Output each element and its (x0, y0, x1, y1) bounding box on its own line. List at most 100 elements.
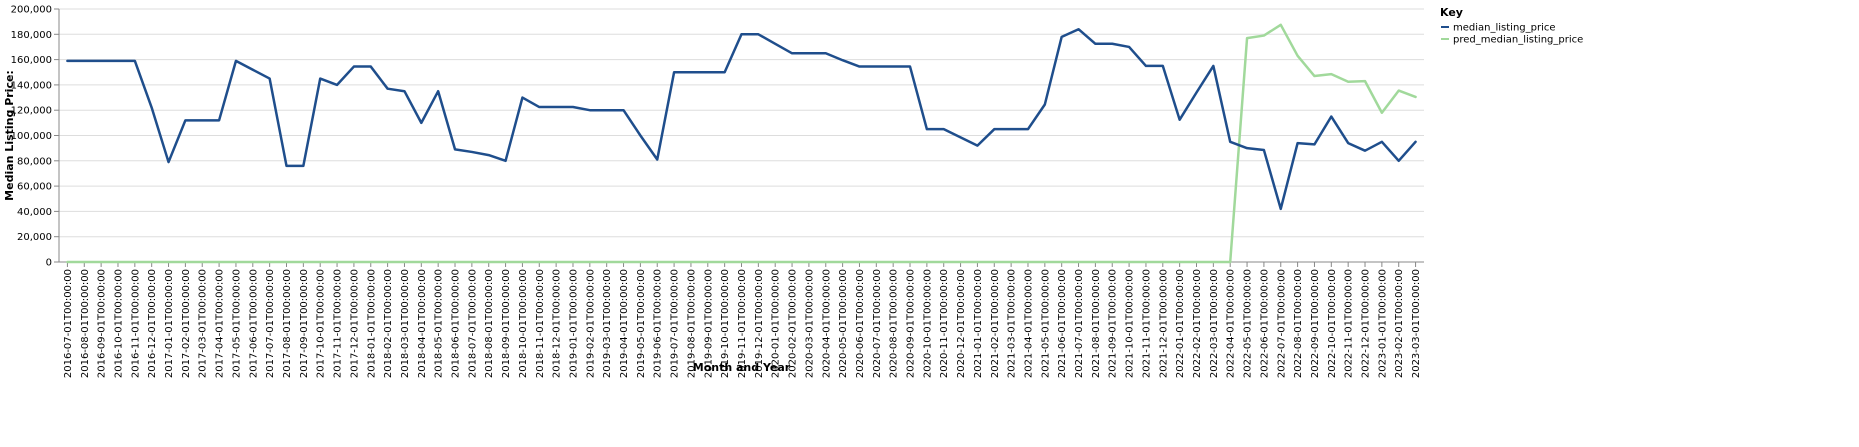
series-line-median-listing-price (66, 27, 1417, 211)
x-tick-label: 2016-09-01T00:00:00 (97, 269, 108, 378)
x-tick-label: 2019-01-01T00:00:00 (568, 269, 579, 378)
x-tick-label: 2018-08-01T00:00:00 (484, 269, 495, 378)
legend-label: median_listing_price (1453, 23, 1556, 34)
x-tick-label: 2018-01-01T00:00:00 (366, 269, 377, 378)
x-tick-label: 2021-03-01T00:00:00 (1007, 269, 1018, 378)
x-tick-label: 2021-10-01T00:00:00 (1125, 269, 1136, 378)
x-tick-label: 2017-12-01T00:00:00 (349, 269, 360, 378)
x-tick-label: 2022-12-01T00:00:00 (1361, 269, 1372, 378)
x-tick-label: 2018-09-01T00:00:00 (501, 269, 512, 378)
y-tick-label: 80,000 (17, 156, 52, 167)
grid-lines (59, 8, 1424, 263)
x-tick-label: 2016-10-01T00:00:00 (113, 269, 124, 378)
x-tick-label: 2021-08-01T00:00:00 (1091, 269, 1102, 378)
x-tick-label: 2019-12-01T00:00:00 (754, 269, 765, 378)
y-tick-label: 160,000 (11, 55, 52, 66)
x-tick-label: 2022-08-01T00:00:00 (1293, 269, 1304, 378)
x-tick-label: 2017-03-01T00:00:00 (198, 269, 209, 378)
x-tick-label: 2017-10-01T00:00:00 (316, 269, 327, 378)
x-tick-label: 2020-02-01T00:00:00 (788, 269, 799, 378)
x-tick-label: 2022-11-01T00:00:00 (1344, 269, 1355, 378)
x-tick-label: 2020-12-01T00:00:00 (956, 269, 967, 378)
legend-label: pred_median_listing_price (1453, 35, 1583, 46)
x-tick-label: 2022-07-01T00:00:00 (1276, 269, 1287, 378)
x-tick-label: 2017-05-01T00:00:00 (231, 269, 242, 378)
x-tick-label: 2016-07-01T00:00:00 (63, 269, 74, 378)
x-tick-label: 2019-04-01T00:00:00 (619, 269, 630, 378)
x-tick-label: 2018-03-01T00:00:00 (400, 269, 411, 378)
x-tick-label: 2021-05-01T00:00:00 (1040, 269, 1051, 378)
y-tick-label: 140,000 (11, 80, 52, 91)
y-tick-label: 0 (46, 258, 52, 269)
x-axis-title: Month and Year (693, 361, 791, 374)
legend: Key median_listing_pricepred_median_list… (1440, 6, 1583, 46)
x-tick-label: 2021-06-01T00:00:00 (1057, 269, 1068, 378)
x-tick-label: 2020-05-01T00:00:00 (838, 269, 849, 378)
y-axis: 0 20,000 40,000 60,000 80,000 100,000 120,000 1… (11, 5, 60, 269)
x-tick-label: 2022-10-01T00:00:00 (1327, 269, 1338, 378)
x-tick-label: 2016-08-01T00:00:00 (80, 269, 91, 378)
x-tick-label: 2018-04-01T00:00:00 (417, 269, 428, 378)
x-tick-label: 2020-03-01T00:00:00 (804, 269, 815, 378)
y-axis-title: Median Listing Price: (3, 70, 16, 201)
x-tick-label: 2017-08-01T00:00:00 (282, 269, 293, 378)
x-tick-label: 2018-02-01T00:00:00 (383, 269, 394, 378)
series-line-pred-median-listing-price (66, 23, 1417, 264)
x-tick-label: 2018-12-01T00:00:00 (552, 269, 563, 378)
x-tick-label: 2018-05-01T00:00:00 (434, 269, 445, 378)
x-tick-label: 2019-11-01T00:00:00 (737, 269, 748, 378)
x-tick-label: 2022-04-01T00:00:00 (1226, 269, 1237, 378)
x-tick-label: 2019-07-01T00:00:00 (670, 269, 681, 378)
x-tick-label: 2018-10-01T00:00:00 (518, 269, 529, 378)
x-tick-label: 2018-11-01T00:00:00 (535, 269, 546, 378)
x-tick-label: 2019-05-01T00:00:00 (636, 269, 647, 378)
x-axis: 2016-07-01T00:00:00 2016-08-01T00:00:00 20… (59, 261, 1424, 378)
x-tick-label: 2018-07-01T00:00:00 (467, 269, 478, 378)
y-tick-label: 120,000 (11, 106, 52, 117)
x-tick-label: 2021-09-01T00:00:00 (1108, 269, 1119, 378)
x-tick-label: 2022-06-01T00:00:00 (1259, 269, 1270, 378)
x-tick-label: 2017-06-01T00:00:00 (248, 269, 259, 378)
x-tick-label: 2020-08-01T00:00:00 (889, 269, 900, 378)
x-tick-label: 2023-03-01T00:00:00 (1411, 269, 1422, 378)
y-tick-label: 200,000 (11, 5, 52, 16)
legend-title: Key (1440, 6, 1463, 19)
x-tick-label: 2021-01-01T00:00:00 (973, 269, 984, 378)
x-tick-label: 2023-02-01T00:00:00 (1394, 269, 1405, 378)
x-tick-label: 2019-06-01T00:00:00 (653, 269, 664, 378)
x-tick-label: 2017-09-01T00:00:00 (299, 269, 310, 378)
x-tick-label: 2017-02-01T00:00:00 (181, 269, 192, 378)
x-tick-label: 2020-07-01T00:00:00 (872, 269, 883, 378)
y-tick-label: 40,000 (17, 207, 52, 218)
x-tick-label: 2017-07-01T00:00:00 (265, 269, 276, 378)
x-tick-label: 2021-12-01T00:00:00 (1158, 269, 1169, 378)
x-tick-label: 2022-02-01T00:00:00 (1192, 269, 1203, 378)
x-tick-label: 2018-06-01T00:00:00 (451, 269, 462, 378)
y-tick-label: 100,000 (11, 131, 52, 142)
x-tick-label: 2017-11-01T00:00:00 (333, 269, 344, 378)
x-tick-label: 2020-09-01T00:00:00 (906, 269, 917, 378)
x-tick-label: 2020-10-01T00:00:00 (922, 269, 933, 378)
series-lines (66, 23, 1417, 264)
x-tick-label: 2022-09-01T00:00:00 (1310, 269, 1321, 378)
x-tick-label: 2021-11-01T00:00:00 (1141, 269, 1152, 378)
x-tick-label: 2016-12-01T00:00:00 (147, 269, 158, 378)
x-tick-label: 2021-07-01T00:00:00 (1074, 269, 1085, 378)
x-tick-label: 2020-06-01T00:00:00 (855, 269, 866, 378)
x-tick-label: 2019-09-01T00:00:00 (703, 269, 714, 378)
x-tick-label: 2022-03-01T00:00:00 (1209, 269, 1220, 378)
x-tick-label: 2022-01-01T00:00:00 (1175, 269, 1186, 378)
x-tick-label: 2022-05-01T00:00:00 (1243, 269, 1254, 378)
x-tick-label: 2017-01-01T00:00:00 (164, 269, 175, 378)
x-tick-label: 2019-08-01T00:00:00 (686, 269, 697, 378)
x-tick-label: 2023-01-01T00:00:00 (1377, 269, 1388, 378)
x-tick-label: 2020-01-01T00:00:00 (771, 269, 782, 378)
x-tick-label: 2020-11-01T00:00:00 (939, 269, 950, 378)
y-tick-label: 180,000 (11, 30, 52, 41)
x-tick-label: 2020-04-01T00:00:00 (821, 269, 832, 378)
x-tick-label: 2016-11-01T00:00:00 (130, 269, 141, 378)
x-tick-label: 2019-02-01T00:00:00 (585, 269, 596, 378)
x-tick-label: 2021-02-01T00:00:00 (990, 269, 1001, 378)
x-tick-label: 2019-03-01T00:00:00 (602, 269, 613, 378)
